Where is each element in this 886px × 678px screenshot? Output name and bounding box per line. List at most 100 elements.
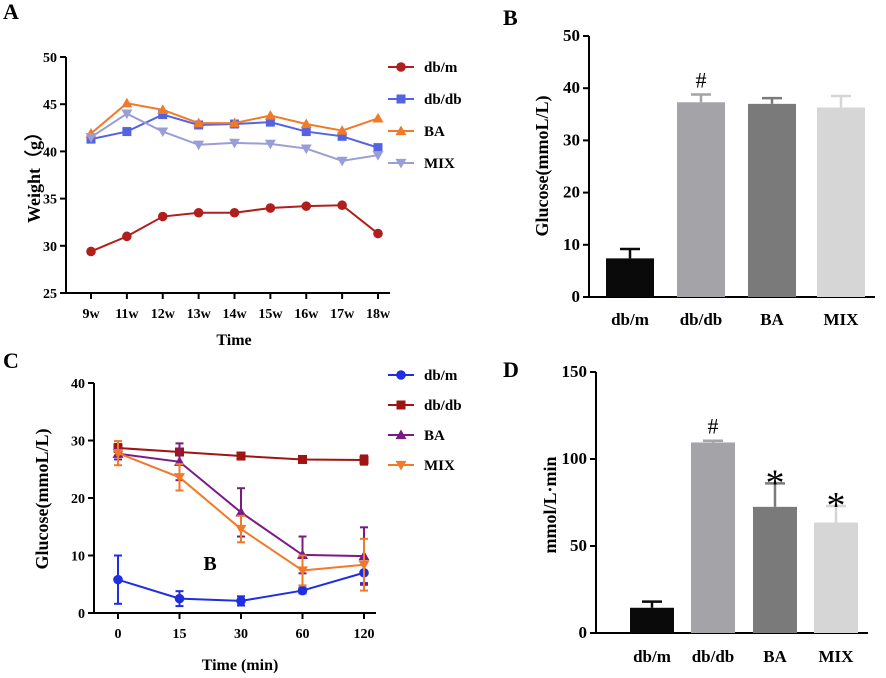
panel-b-y-tick-label: 30 [563, 130, 580, 149]
panel-a-series-db-m [86, 200, 383, 257]
panel-c-legend-marker [395, 460, 407, 471]
panel-a-x-tick-label: 12w [151, 307, 176, 322]
panel-c-data-point-mix [235, 524, 247, 535]
panel-d-bar-group-ba [753, 482, 797, 633]
panel-c-legend-item-db-db: db/db [388, 398, 462, 414]
panel-c-y-tick-label: 0 [78, 607, 85, 622]
panel-a-data-point-db-m [229, 207, 240, 218]
panel-a-data-point-db-m [157, 211, 168, 222]
panel-b-y-tick-label: 20 [563, 183, 580, 202]
panel-c-data-point-mix [174, 473, 185, 483]
panel-d-bar-db-m [630, 607, 674, 633]
panel-d-category-label: db/m [633, 647, 671, 666]
panel-a-x-tick-label: 17w [330, 307, 355, 322]
panel-a-x-tick-label: 11w [115, 307, 139, 322]
panel-a-data-point-db-m [337, 200, 347, 211]
panel-a-data-point-ba [157, 104, 169, 114]
panel-a-data-point-db-m [193, 207, 204, 218]
panel-a-legend-label: BA [424, 124, 445, 140]
panel-a-legend-item-ba: BA [388, 124, 445, 140]
panel-a-data-point-ba [229, 117, 240, 128]
panel-a-x-tick-label: 9w [82, 307, 100, 322]
panel-d-letter: D [503, 357, 519, 382]
panel-b-bar-db-db [677, 102, 725, 297]
panel-c-data-point-mix [112, 449, 124, 459]
panel-c-x-tick-label: 30 [234, 627, 248, 642]
panel-d-category-label: db/db [692, 647, 735, 666]
panel-c-inset-label: B [203, 553, 216, 575]
panel-c-legend-label: BA [424, 428, 445, 444]
panel-b-bar-group-ba [748, 96, 796, 297]
panel-d-y-axis-title: mmol/L·min [540, 456, 560, 553]
panel-d-category-label: MIX [819, 647, 855, 666]
panel-d-bar-ba [753, 506, 797, 633]
panel-a-data-point-db-m [86, 246, 96, 257]
panel-c-legend-item-db-m: db/m [388, 368, 458, 384]
panel-a-series-mix [85, 109, 384, 167]
panel-a-legend-item-mix: MIX [388, 156, 455, 172]
panel-c-data-point-db-m [174, 593, 185, 604]
panel-a-data-point-db-db [265, 117, 275, 127]
panel-c-legend-label: MIX [424, 458, 455, 474]
panel-d-significance-mark: * [827, 485, 846, 527]
panel-c-letter: C [3, 348, 19, 373]
panel-c-legend-marker [395, 429, 407, 440]
panel-d-bar-group-db-db [691, 439, 735, 633]
panel-d-bar-mix [814, 522, 858, 633]
panel-d-bar-db-db [691, 442, 735, 633]
panel-d-category-label: BA [763, 647, 787, 666]
panel-d-significance-mark: # [708, 414, 719, 439]
panel-a-data-point-db-m [122, 231, 132, 242]
panel-a-data-point-db-m [373, 228, 383, 239]
panel-b-bar-db-m [606, 258, 654, 297]
panel-d-significance-mark: * [766, 462, 785, 504]
panel-b-significance-mark: # [696, 67, 707, 92]
panel-a-y-axis-title: Weight（g） [24, 123, 44, 223]
panel-a-data-point-db-m [265, 203, 276, 213]
panel-a-y-tick-label: 25 [43, 287, 57, 302]
panel-a-data-point-db-m [301, 201, 312, 211]
panel-a-data-point-ba [336, 125, 348, 135]
panel-b-bar-ba [748, 103, 796, 297]
panel-c-x-tick-label: 15 [173, 627, 187, 642]
panel-c-data-point-mix [297, 566, 308, 576]
panel-a-data-point-mix [193, 140, 205, 151]
panel-c-legend-label: db/db [424, 398, 462, 414]
panel-a-x-tick-label: 16w [294, 307, 319, 322]
panel-a-legend-marker [395, 158, 407, 169]
panel-a-weight-chart: A Time Weight（g） 25 30 35 40 45 50 9w 11w 12w 13w… [3, 0, 462, 349]
panel-b-category-label: BA [760, 310, 784, 329]
panel-b-y-tick-label: 10 [563, 235, 580, 254]
panel-d-bar-group-db-m [630, 600, 674, 633]
panel-a-legend-marker [395, 125, 407, 136]
panel-b-bar-group-mix [817, 94, 865, 297]
panel-c-x-tick-label: 60 [296, 627, 310, 642]
panel-c-data-point-db-m [113, 574, 123, 585]
panel-c-x-tick-label: 120 [354, 627, 375, 642]
panel-d-glucose-auc-chart: D mmol/L·min 0 50 100 150 db/m db/db # BA * MIX * [503, 357, 868, 666]
panel-c-data-point-ba [235, 506, 247, 517]
panel-b-fasting-glucose-chart: B Glucose(mmoL/L) 0 10 20 30 40 50 db/m db/db # B… [503, 5, 875, 329]
panel-a-legend-label: db/m [424, 60, 458, 76]
panel-c-series-mix [112, 440, 370, 592]
panel-b-bar-mix [817, 107, 865, 297]
panel-a-data-point-db-db [373, 143, 383, 153]
panel-d-bar-group-mix [814, 504, 858, 633]
panel-c-data-point-db-db [359, 455, 369, 465]
panel-a-data-point-mix [229, 138, 240, 149]
panel-a-data-point-ba [264, 110, 276, 120]
panel-c-legend-label: db/m [424, 368, 458, 384]
panel-c-legend-marker [396, 370, 406, 380]
panel-a-legend-marker [396, 94, 406, 104]
panel-a-legend-marker [396, 62, 406, 72]
panel-d-y-tick-label: 0 [579, 623, 588, 642]
panel-a-data-point-mix [372, 151, 384, 161]
panel-a-x-axis-title: Time [216, 332, 251, 349]
panel-a-data-point-db-db [337, 131, 347, 141]
panel-c-y-tick-label: 20 [71, 492, 85, 507]
panel-c-y-axis-title: Glucose(mmoL/L) [32, 429, 53, 570]
panel-c-data-point-db-m [236, 596, 246, 606]
panel-a-data-point-mix [85, 133, 97, 143]
